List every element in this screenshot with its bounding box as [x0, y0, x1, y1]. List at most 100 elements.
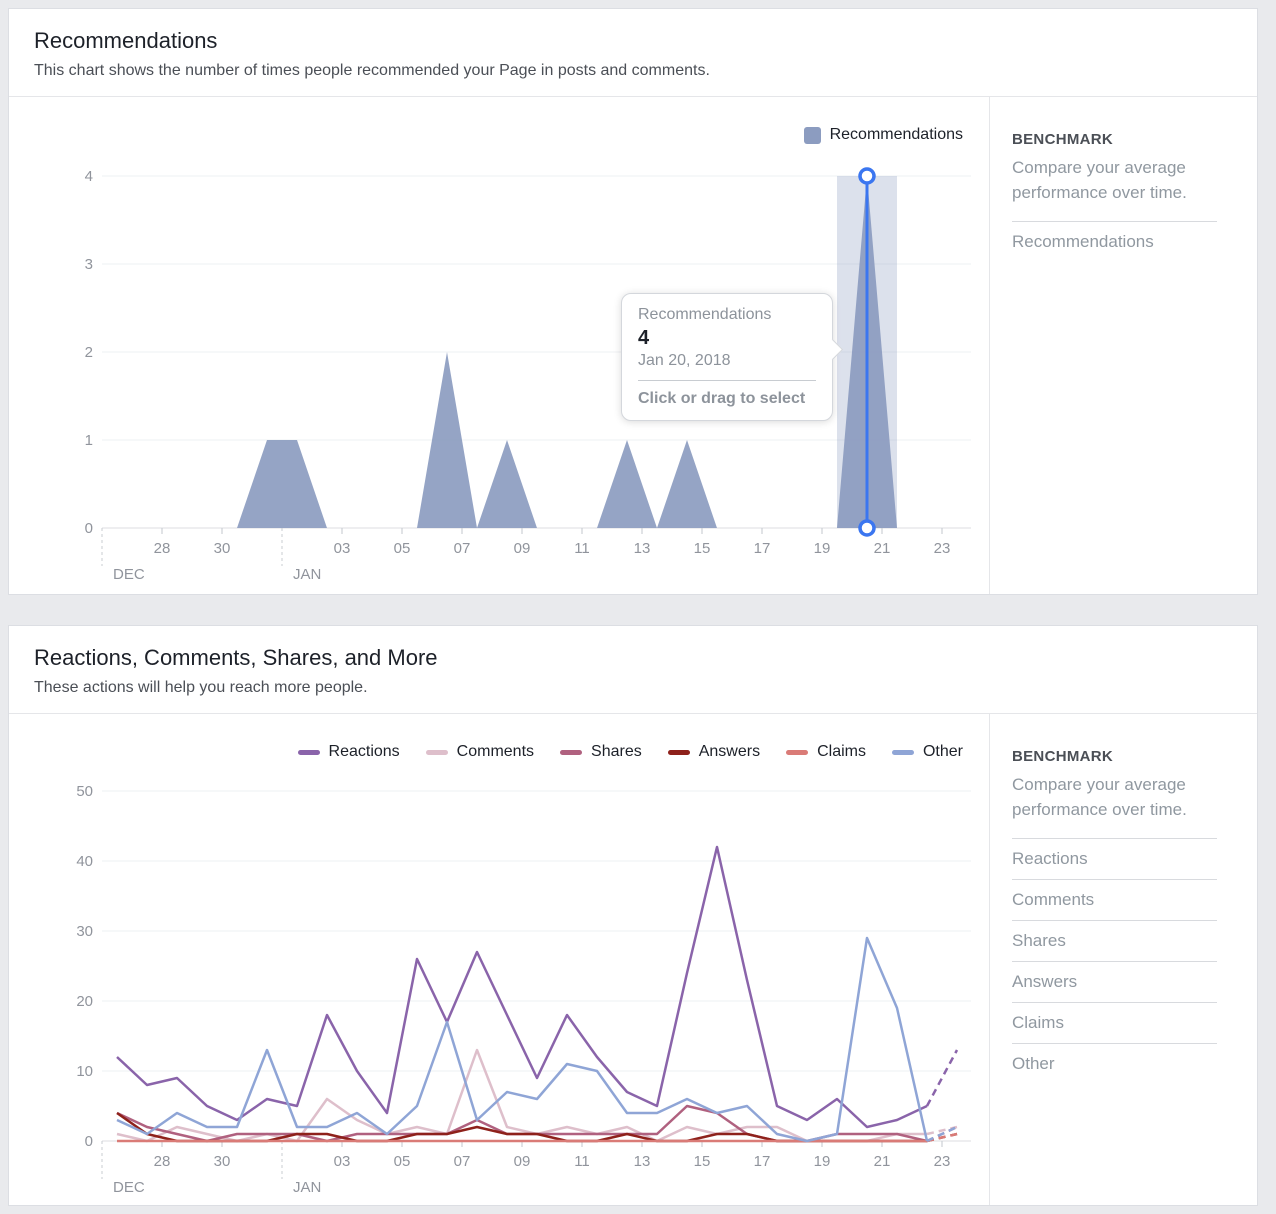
x-tick-label: 17	[754, 540, 771, 557]
y-tick-label: 0	[85, 1133, 93, 1150]
tooltip-value: 4	[638, 327, 650, 349]
benchmark-item-comments[interactable]: Comments	[1012, 880, 1217, 922]
legend-item-comments[interactable]: Comments	[425, 743, 535, 761]
benchmark-description: Compare your average performance over ti…	[1012, 773, 1217, 840]
legend-item-claims[interactable]: Claims	[786, 743, 866, 761]
legend-item-other[interactable]: Other	[891, 743, 963, 761]
selection-marker-bottom[interactable]	[858, 519, 876, 537]
benchmark-description: Compare your average performance over ti…	[1012, 156, 1217, 223]
tooltip-series-name: Recommendations	[638, 306, 772, 323]
x-tick-label: 07	[454, 1153, 471, 1170]
x-tick-label: 09	[514, 540, 531, 557]
card-body: 0 10 20 30 40 50 28 30 03 05 07 09 11 13 15 17 19 21 23 DEC…	[9, 714, 1257, 1205]
benchmark-item-answers[interactable]: Answers	[1012, 962, 1217, 1004]
legend-item-answers[interactable]: Answers	[667, 743, 761, 761]
chart-legend: Reactions Comments Shares Answers Claims Othe…	[297, 743, 963, 761]
recommendations-area	[117, 176, 957, 528]
legend-label: Answers	[698, 743, 761, 760]
y-tick-label: 10	[76, 1063, 93, 1080]
legend-swatch-icon	[891, 749, 914, 755]
legend-label: Other	[922, 743, 963, 760]
tooltip-hint: Click or drag to select	[638, 390, 806, 407]
y-tick-label: 1	[85, 432, 93, 449]
card-title: Reactions, Comments, Shares, and More	[34, 645, 438, 670]
benchmark-item-shares[interactable]: Shares	[1012, 921, 1217, 963]
month-label: DEC	[113, 566, 145, 583]
y-tick-label: 50	[76, 783, 93, 800]
legend-swatch-icon	[297, 749, 320, 755]
x-tick-label: 05	[394, 540, 411, 557]
benchmark-item-recommendations[interactable]: Recommendations	[1012, 232, 1154, 252]
card-body: 0 1 2 3 4 28 30 03 05 07 09 11 13 15 17 19 21 23 DEC JAN Re…	[9, 97, 1257, 594]
legend-swatch-icon	[560, 749, 583, 755]
x-tick-label: 13	[634, 1153, 651, 1170]
x-tick-label: 21	[874, 540, 891, 557]
x-tick-label: 07	[454, 540, 471, 557]
x-tick-label: 19	[814, 540, 831, 557]
line-other	[116, 936, 929, 1143]
legend-swatch-icon	[786, 749, 809, 755]
x-tick-label: 23	[934, 1153, 951, 1170]
benchmark-panel: BENCHMARK Compare your average performan…	[989, 97, 1257, 594]
legend-swatch-icon	[803, 126, 821, 144]
month-label: DEC	[113, 1179, 145, 1196]
legend-item-shares[interactable]: Shares	[560, 743, 642, 761]
card-subtitle: These actions will help you reach more p…	[34, 679, 368, 696]
legend-label: Claims	[817, 743, 866, 760]
y-tick-label: 3	[85, 256, 93, 273]
line-answers	[116, 1111, 927, 1143]
legend-label: Recommendations	[829, 126, 963, 143]
benchmark-item-other[interactable]: Other	[1012, 1054, 1055, 1074]
legend-swatch-icon	[667, 749, 690, 755]
benchmark-heading: BENCHMARK	[1012, 748, 1114, 765]
month-label: JAN	[293, 566, 321, 583]
reactions-card: Reactions, Comments, Shares, and More Th…	[8, 625, 1258, 1206]
benchmark-heading: BENCHMARK	[1012, 131, 1114, 148]
x-tick-label: 30	[214, 540, 231, 557]
legend-swatch-icon	[425, 749, 448, 755]
x-tick-label: 19	[814, 1153, 831, 1170]
x-tick-label: 23	[934, 540, 951, 557]
x-tick-label: 15	[694, 1153, 711, 1170]
legend-item-reactions[interactable]: Reactions	[297, 743, 400, 761]
x-tick-label: 28	[154, 540, 171, 557]
recommendations-card: Recommendations This chart shows the num…	[8, 8, 1258, 595]
x-tick-label: 11	[574, 1153, 590, 1170]
x-tick-label: 03	[334, 540, 351, 557]
legend-label: Reactions	[328, 743, 400, 760]
reactions-chart[interactable]: 0 10 20 30 40 50 28 30 03 05 07 09 11 13 15 17 19 21 23 DEC…	[9, 714, 989, 1205]
reactions-chart-svg[interactable]: 0 10 20 30 40 50 28 30 03 05 07 09 11 13 15 17 19 21 23 DEC…	[9, 714, 989, 1205]
y-tick-label: 2	[85, 344, 93, 361]
benchmark-items: Recommendations	[1012, 222, 1217, 262]
card-header: Recommendations This chart shows the num…	[9, 9, 1257, 97]
x-tick-label: 15	[694, 540, 711, 557]
legend-item-recommendations[interactable]: Recommendations	[803, 126, 963, 144]
x-tick-label: 05	[394, 1153, 411, 1170]
x-tick-label: 17	[754, 1153, 771, 1170]
x-tick-label: 30	[214, 1153, 231, 1170]
x-tick-label: 21	[874, 1153, 891, 1170]
y-tick-label: 20	[76, 993, 93, 1010]
selection-marker-top[interactable]	[858, 167, 876, 185]
card-subtitle: This chart shows the number of times peo…	[34, 62, 710, 79]
x-tick-label: 09	[514, 1153, 531, 1170]
y-tick-label: 40	[76, 853, 93, 870]
legend-label: Shares	[591, 743, 642, 760]
x-tick-label: 11	[574, 540, 590, 557]
benchmark-item-reactions[interactable]: Reactions	[1012, 839, 1217, 881]
legend-label: Comments	[456, 743, 535, 760]
line-other-projection	[926, 1125, 958, 1143]
x-tick-label: 13	[634, 540, 651, 557]
x-tick-label: 28	[154, 1153, 171, 1170]
month-label: JAN	[293, 1179, 321, 1196]
benchmark-panel: BENCHMARK Compare your average performan…	[989, 714, 1257, 1205]
y-tick-label: 4	[85, 168, 93, 185]
benchmark-item-claims[interactable]: Claims	[1012, 1003, 1217, 1045]
chart-tooltip: Recommendations 4 Jan 20, 2018 Click or …	[621, 293, 844, 421]
card-header: Reactions, Comments, Shares, and More Th…	[9, 626, 1257, 714]
line-reactions-projection	[925, 1049, 959, 1107]
y-tick-label: 0	[85, 520, 93, 537]
recommendations-chart[interactable]: 0 1 2 3 4 28 30 03 05 07 09 11 13 15 17 19 21 23 DEC JAN Re…	[9, 97, 989, 594]
line-reactions	[116, 845, 928, 1129]
